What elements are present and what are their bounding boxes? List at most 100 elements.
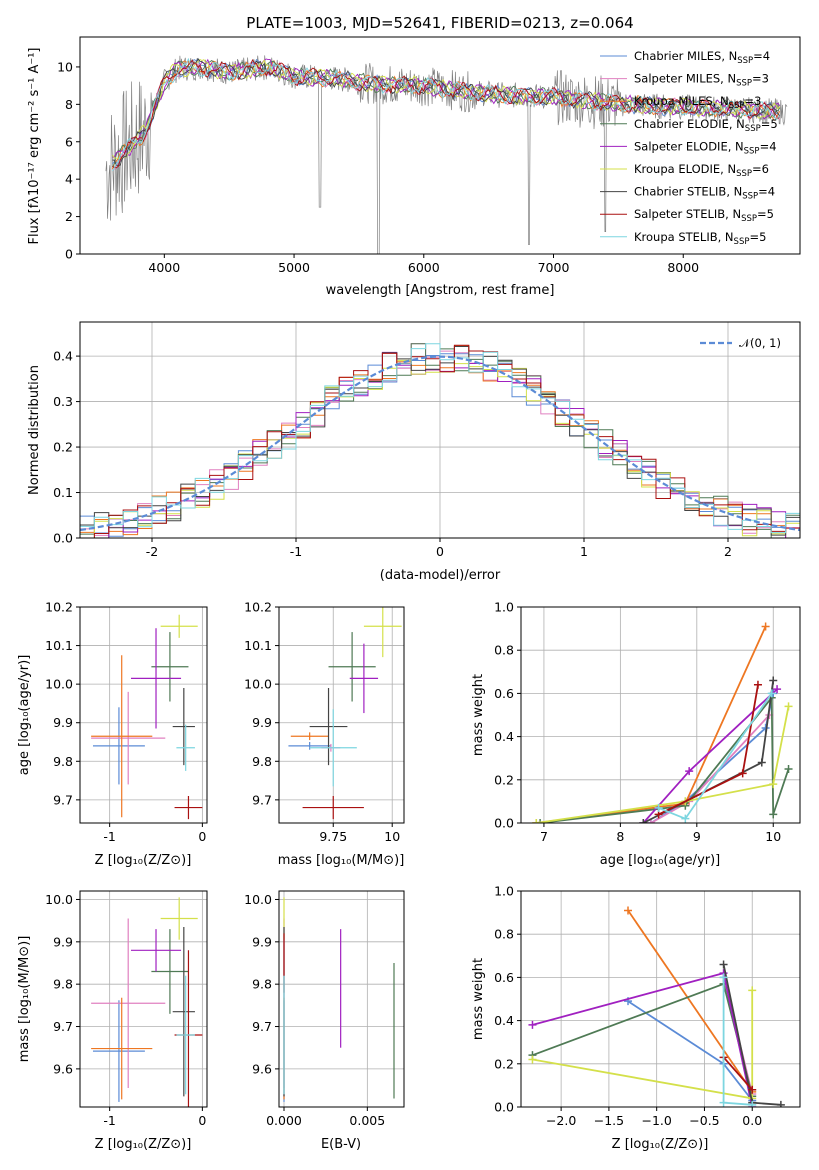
massweight-vs-age-point-marker-salpeter-elodie [773,685,782,694]
massweight-vs-age-point-marker-kroupa-elodie [769,780,778,789]
spectrum-legend-label: Kroupa STELIB, NSSP=5 [634,230,766,247]
massweight-vs-Z-point-marker-chabrier-stelib [719,960,728,969]
massweight-vs-Z-point-marker-kroupa-elodie [528,1055,537,1064]
spectrum-axes-frame [79,36,801,255]
age-vs-Z-x-tick-label: 0 [198,829,206,844]
massweight-vs-age-point-marker-salpeter-stelib [753,680,762,689]
spectrum-legend-label: Chabrier STELIB, NSSP=4 [634,185,775,202]
mass-vs-metallicity-x-axis-label: Z [log₁₀(Z/Z⊙)] [95,1137,192,1152]
massweight-vs-Z-point-marker-chabrier-stelib [776,1100,785,1107]
mass-vs-Z-y-tick-label: 10.0 [45,892,73,907]
age-vs-mass-panel: 9.75 10 9.7 9.8 9.9 10.0 10.1 10.2 mass [log₁₀(… [244,600,405,868]
residuals-y-axis-label: Normed distribution [27,365,42,495]
mass-vs-metallicity-panel: -1 0 9.6 9.7 9.8 9.9 10.0 Z [log₁₀(Z/Z⊙)] mass… [17,890,208,1152]
massweight-vs-age-x-tick-label: 8 [616,829,624,844]
mass-vs-Z-x-tick-label: 0 [198,1113,206,1128]
residuals-x-tick-label: 1 [580,544,588,559]
massweight-vs-age-point-marker-salpeter-elodie [685,767,694,776]
mass-vs-Z-y-tick-label: 9.7 [53,1019,73,1034]
massweight-vs-Z-x-tick-label: −2.0 [546,1113,576,1128]
residuals-normal-curve [80,355,800,532]
spectrum-legend-label: Chabrier MILES, NSSP=4 [634,49,770,66]
massweight-vs-Z-point-marker-kroupa-stelib [719,973,728,982]
spectrum-x-tick-label: 4000 [148,260,180,275]
spectrum-y-tick-label: 4 [65,172,73,187]
mass-vs-EBV-x-tick-label: 0.000 [266,1113,302,1128]
massweight-vs-Z-point-marker-kroupa-stelib [719,1098,728,1107]
age-vs-metallicity-panel: -1 0 9.7 9.8 9.9 10.0 10.1 10.2 Z [log₁₀(Z/Z⊙)]… [17,600,208,868]
massweight-vs-age-y-tick-label: 0.0 [494,816,514,831]
massweight-vs-Z-y-tick-label: 1.0 [494,884,514,899]
mass-vs-EBV-y-tick-label: 9.7 [252,1019,272,1034]
massweight-vs-age-point-marker-kroupa-stelib [767,689,776,698]
mass-weight-vs-age-y-axis-label: mass weight [471,674,486,756]
mass-weight-vs-metallicity-x-axis-label: Z [log₁₀(Z/Z⊙)] [612,1137,709,1152]
massweight-vs-Z-point-marker-salpeter-stelib [748,1085,757,1094]
spectrum-legend-label: Salpeter STELIB, NSSP=5 [634,207,774,224]
residuals-x-tick-label: -2 [146,544,158,559]
mass-weight-vs-age-panel: 7 8 9 10 0.0 0.2 0.4 0.6 0.8 1.0 age [log₁₀(age/y… [471,600,801,868]
spectrum-y-tick-label: 6 [65,134,73,149]
massweight-vs-Z-point-marker-kroupa-stelib [748,1100,757,1107]
age-vs-mass-axes-frame [278,606,405,824]
age-vs-Z-y-tick-label: 10.2 [45,600,73,615]
age-vs-Z-y-tick-label: 9.8 [53,754,73,769]
massweight-vs-age-y-tick-label: 0.2 [494,772,514,787]
mass-vs-EBV-y-tick-label: 10.0 [244,892,272,907]
age-vs-metallicity-axes-frame [79,606,208,824]
residuals-panel: -2 -1 0 1 2 0.0 0.1 0.2 0.3 0.4 (data-model)/erro… [27,321,801,583]
massweight-vs-Z-y-tick-label: 0.6 [494,970,514,985]
spectrum-model-line-kroupa-stelib [112,57,781,172]
age-vs-mass-y-tick-label: 9.7 [252,792,272,807]
mass-weight-vs-age-x-axis-label: age [log₁₀(age/yr)] [600,853,721,868]
spectrum-legend-label: Kroupa ELODIE, NSSP=6 [634,162,769,179]
spectrum-title: PLATE=1003, MJD=52641, FIBERID=0213, z=0… [246,14,633,32]
age-vs-Z-y-tick-label: 10.0 [45,677,73,692]
massweight-vs-age-point-marker-kroupa-stelib [681,814,690,823]
spectrum-legend-label: Kroupa MILES, NSSP=3 [634,94,761,111]
mass-vs-Z-x-tick-label: -1 [103,1113,115,1128]
massweight-vs-Z-x-tick-label: 0.0 [742,1113,762,1128]
age-vs-Z-y-tick-label: 10.1 [45,638,73,653]
spectrum-x-tick-label: 5000 [278,260,310,275]
residuals-y-tick-label: 0.2 [53,440,73,455]
residuals-legend: 𝒩(0, 1) [700,336,781,350]
residuals-x-tick-label: -1 [290,544,302,559]
massweight-vs-age-point-marker-kroupa-elodie [784,702,793,711]
massweight-vs-age-point-marker-kroupa-miles [761,622,770,631]
massweight-vs-Z-series-line-salpeter-stelib [722,1056,753,1091]
residuals-x-tick-label: 0 [436,544,444,559]
massweight-vs-age-point-marker-chabrier-stelib [639,819,648,823]
mass-vs-EBV-x-tick-label: 0.005 [349,1113,385,1128]
spectrum-y-tick-label: 8 [65,97,73,112]
spectrum-legend-label: Salpeter MILES, NSSP=3 [634,72,769,89]
massweight-vs-Z-y-tick-label: 0.4 [494,1013,514,1028]
massweight-vs-age-x-tick-label: 10 [765,829,781,844]
mass-weight-vs-metallicity-panel: −2.0 −1.5 −1.0 −0.5 0.0 0.0 0.2 0.4 0.6 0.8 1.0 Z … [471,884,801,1152]
massweight-vs-Z-y-tick-label: 0.0 [494,1100,514,1115]
mass-vs-ebv-panel: 0.000 0.005 9.6 9.7 9.8 9.9 10.0 E(B-V) [244,890,405,1152]
spectrum-legend: Chabrier MILES, NSSP=4 Salpeter MILES, NS… [600,49,778,247]
age-vs-mass-x-tick-label: 10 [384,829,400,844]
mass-vs-metallicity-y-axis-label: mass [log₁₀(M/M⊙)] [17,936,32,1063]
residuals-x-axis-label: (data-model)/error [380,568,501,583]
spectrum-y-tick-label: 2 [65,209,73,224]
massweight-vs-age-point-marker-kroupa-elodie [532,819,541,823]
spectrum-panel: PLATE=1003, MJD=52641, FIBERID=0213, z=0… [27,14,801,298]
mass-vs-Z-y-tick-label: 9.8 [53,977,73,992]
age-vs-mass-y-tick-label: 9.8 [252,754,272,769]
massweight-vs-Z-point-marker-kroupa-elodie [748,986,757,995]
massweight-vs-Z-y-tick-label: 0.2 [494,1056,514,1071]
spectrum-y-tick-label: 0 [65,247,73,262]
spectrum-legend-label: Chabrier ELODIE, NSSP=5 [634,117,778,134]
massweight-vs-age-series-line-kroupa-elodie [536,706,790,823]
massweight-vs-Z-series-line-kroupa-miles [627,909,753,1093]
massweight-vs-age-point-marker-chabrier-elodie [769,810,778,819]
mass-vs-EBV-y-tick-label: 9.9 [252,934,272,949]
massweight-vs-Z-x-tick-label: −1.5 [594,1113,624,1128]
spectrum-model-line-chabrier-stelib [112,58,781,166]
mass-vs-ebv-axes-frame [278,890,405,1108]
age-vs-mass-y-tick-label: 10.0 [244,677,272,692]
massweight-vs-Z-point-marker-salpeter-elodie [528,1020,537,1029]
mass-vs-Z-y-tick-label: 9.6 [53,1061,73,1076]
